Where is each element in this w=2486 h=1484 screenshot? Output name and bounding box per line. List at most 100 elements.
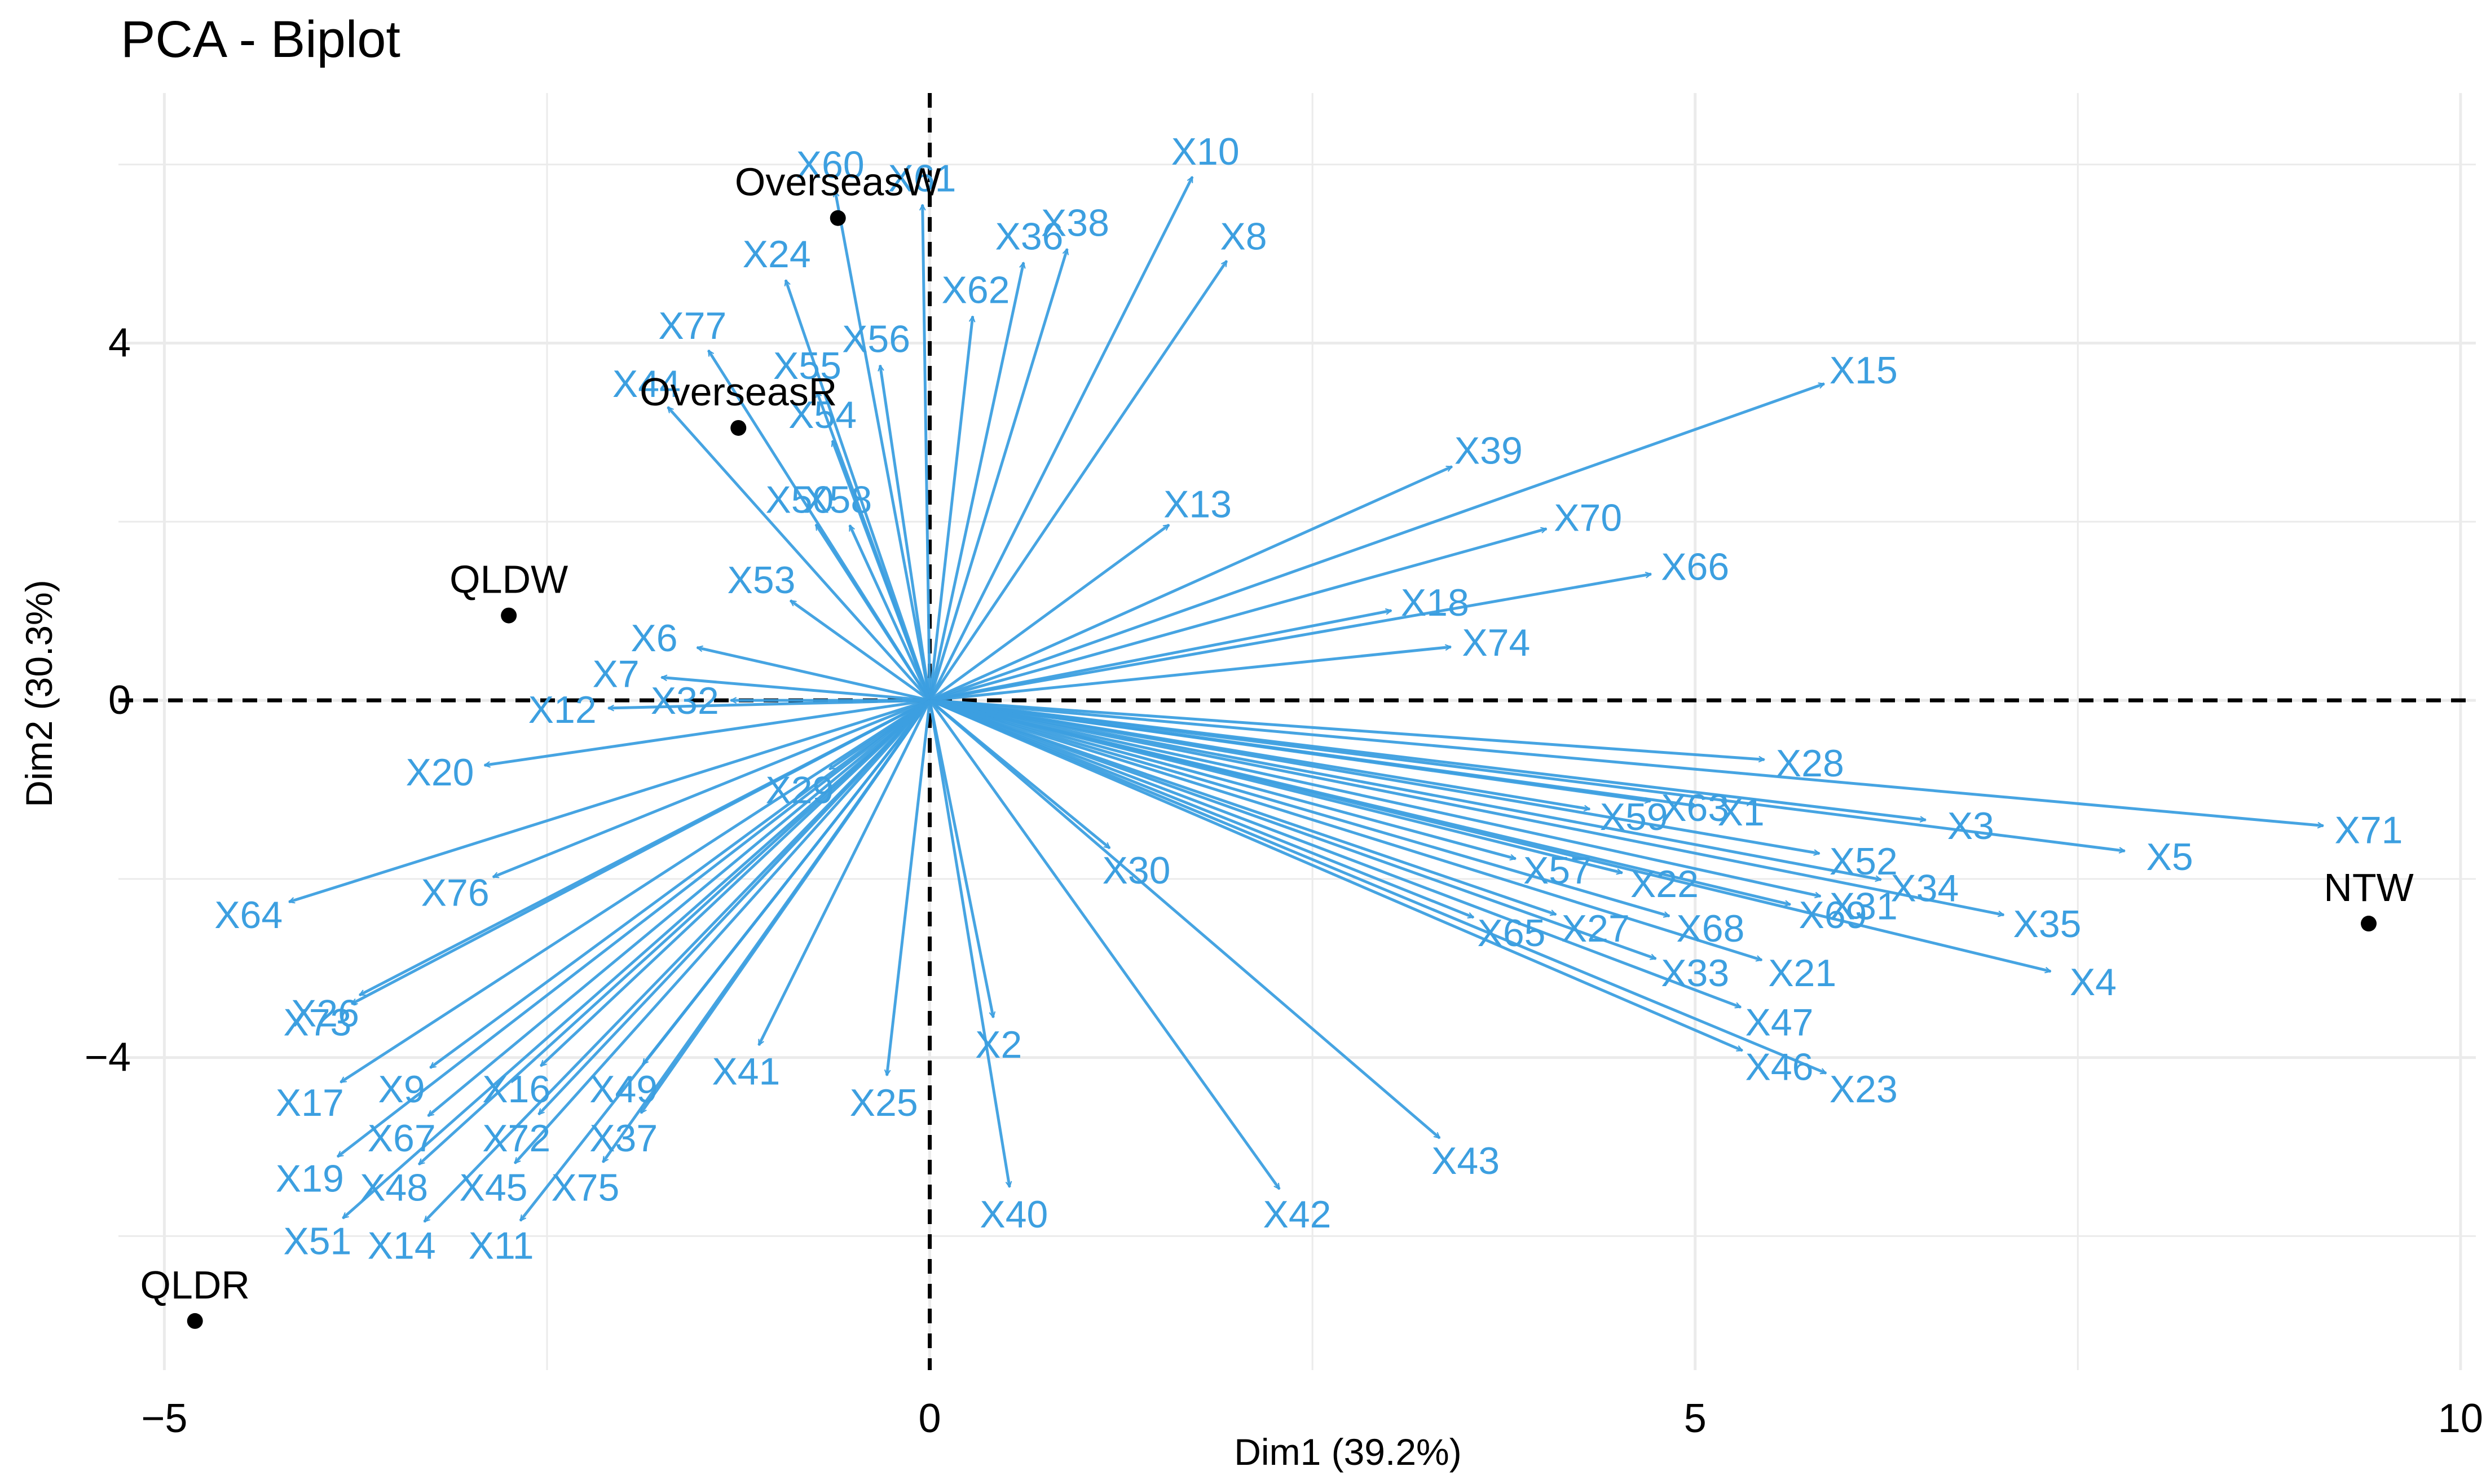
variable-label: X51 xyxy=(283,1220,351,1262)
variable-label: X66 xyxy=(1661,545,1729,588)
variable-arrow xyxy=(601,699,931,1162)
individual-label: NTW xyxy=(2324,865,2413,909)
variable-label: X72 xyxy=(482,1117,550,1160)
variable-arrow xyxy=(887,700,932,1075)
variable-arrow xyxy=(929,699,1474,919)
variable-arrow xyxy=(929,699,1821,896)
variable-label: X70 xyxy=(1554,496,1622,539)
variable-arrow xyxy=(929,699,1881,880)
variable-arrow xyxy=(814,524,931,701)
variable-label: X13 xyxy=(1163,483,1232,526)
variable-arrow xyxy=(929,699,1669,916)
variable-arrow xyxy=(928,261,1228,701)
zero-reference-lines xyxy=(118,93,2476,1370)
variable-label: X37 xyxy=(589,1117,658,1160)
variable-label: X63 xyxy=(1661,787,1729,829)
individual-label: OverseasW xyxy=(735,160,941,204)
variable-label: X64 xyxy=(214,894,283,937)
variable-label: X68 xyxy=(1676,907,1744,950)
variable-arrow xyxy=(428,699,931,1118)
variable-label: X56 xyxy=(842,318,910,361)
variable-arrow xyxy=(928,177,1194,701)
variable-label: X10 xyxy=(1171,130,1240,173)
variable-arrow xyxy=(928,316,973,701)
variable-label: X48 xyxy=(360,1166,428,1209)
variable-arrow xyxy=(928,249,1068,701)
variable-arrow xyxy=(289,699,931,902)
variable-arrow xyxy=(928,700,1010,1187)
variable-label: X19 xyxy=(276,1157,344,1200)
variable-arrow xyxy=(928,699,1440,1140)
variable-arrow xyxy=(880,365,932,701)
variable-label: X16 xyxy=(482,1068,550,1111)
variable-label: X53 xyxy=(728,559,796,602)
variable-arrow xyxy=(929,699,1696,806)
variable-label: X67 xyxy=(368,1117,436,1160)
y-tick-label: 0 xyxy=(108,678,131,723)
individual-label: QLDR xyxy=(140,1263,249,1307)
variable-label: X31 xyxy=(1830,885,1898,928)
x-tick-label: 0 xyxy=(919,1396,941,1441)
variable-arrow xyxy=(929,699,2324,825)
variable-label: X50 xyxy=(765,479,834,522)
variable-label: X32 xyxy=(651,679,719,722)
variable-label: X24 xyxy=(743,233,811,276)
variable-label: X4 xyxy=(2070,961,2117,1004)
variable-arrow xyxy=(929,699,2125,851)
variable-label: X40 xyxy=(980,1193,1048,1236)
variable-arrow xyxy=(929,523,1169,702)
variable-label: X11 xyxy=(469,1224,534,1267)
variable-label: X20 xyxy=(406,751,474,794)
variable-arrow xyxy=(519,699,931,1221)
variable-arrow xyxy=(697,647,931,702)
individual-point xyxy=(187,1313,203,1329)
variable-label: X14 xyxy=(368,1224,436,1267)
variable-label: X58 xyxy=(804,479,872,522)
variable-label: X5 xyxy=(2146,836,2193,878)
axis-ticks: −5 0 5 10 −4 0 4 xyxy=(85,320,2483,1441)
x-tick-label: −5 xyxy=(141,1396,187,1441)
variable-label: X61 xyxy=(888,157,957,200)
variable-arrow xyxy=(513,699,931,1164)
variable-label: X76 xyxy=(421,872,490,915)
variable-arrow xyxy=(928,263,1024,701)
variable-arrow xyxy=(929,574,1651,702)
variable-label: X25 xyxy=(850,1081,918,1124)
variable-arrow xyxy=(929,699,1656,960)
variable-arrow xyxy=(929,699,1516,859)
variable-arrow xyxy=(835,191,932,701)
variable-label: X41 xyxy=(712,1050,780,1093)
variable-arrow xyxy=(757,699,931,1045)
variable-arrow xyxy=(493,699,931,878)
individual-label: QLDW xyxy=(449,558,568,602)
variable-arrow xyxy=(337,699,931,1158)
variable-arrow xyxy=(929,699,1741,1009)
variable-label: X26 xyxy=(291,992,359,1035)
variable-label: X59 xyxy=(1600,796,1668,838)
variable-label: X34 xyxy=(1890,867,1959,910)
variable-arrow xyxy=(929,611,1391,702)
variable-arrow xyxy=(430,699,931,1069)
variable-label: X39 xyxy=(1454,430,1523,472)
variable-label: X75 xyxy=(551,1166,619,1209)
variable-arrow xyxy=(539,699,931,1067)
variable-label: X43 xyxy=(1431,1140,1500,1182)
variable-label: X36 xyxy=(995,215,1064,258)
variable-label: X17 xyxy=(276,1081,344,1124)
chart-title: PCA - Biplot xyxy=(121,11,400,68)
variable-arrow xyxy=(341,699,931,1084)
variable-label: X60 xyxy=(796,144,865,187)
variable-arrow xyxy=(484,699,930,765)
variable-arrow xyxy=(929,647,1451,702)
variable-label: X1 xyxy=(1718,791,1765,834)
x-tick-label: 5 xyxy=(1684,1396,1707,1441)
variable-label: X6 xyxy=(631,617,677,660)
variable-label: X29 xyxy=(765,768,834,811)
variable-arrow xyxy=(929,384,1824,702)
variable-arrow xyxy=(929,699,1765,759)
variable-label: X38 xyxy=(1041,202,1109,245)
variable-label: X47 xyxy=(1746,1001,1814,1044)
variable-arrow xyxy=(929,699,2004,915)
variable-arrow xyxy=(417,699,931,1166)
